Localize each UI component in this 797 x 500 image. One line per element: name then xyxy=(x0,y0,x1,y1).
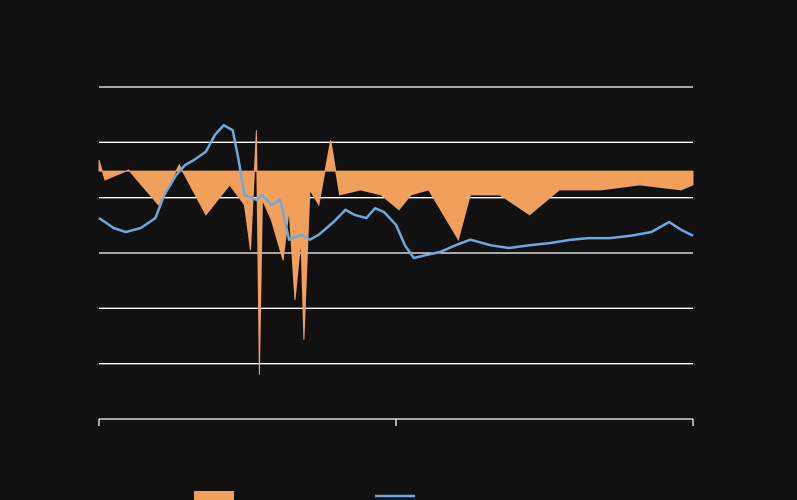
line xyxy=(98,123,694,260)
legend-swatch xyxy=(194,491,234,500)
area xyxy=(98,130,694,375)
